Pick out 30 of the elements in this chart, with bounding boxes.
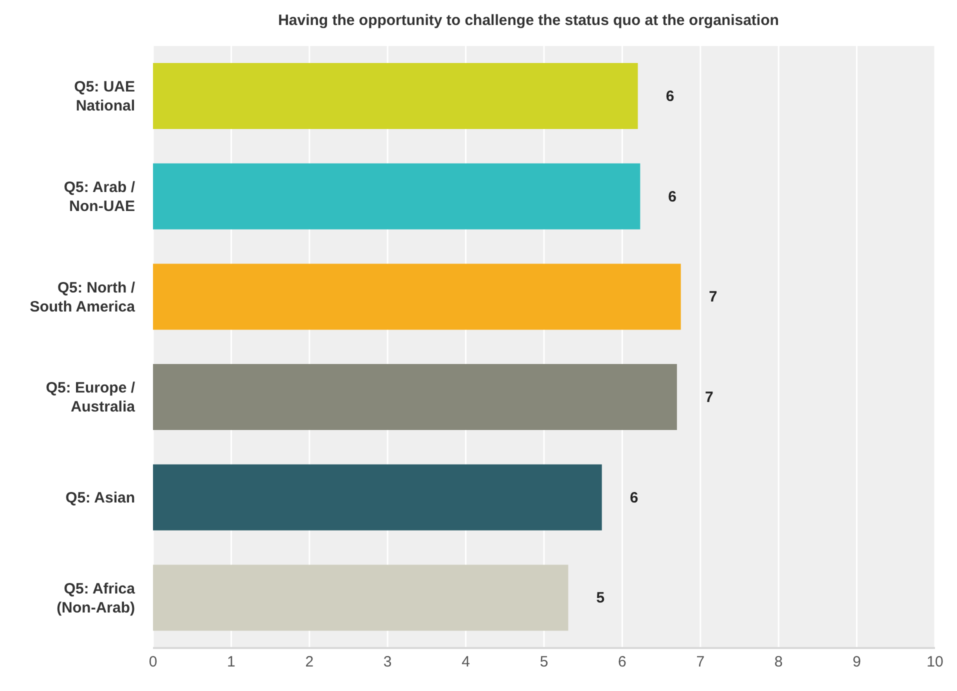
x-tick-label: 7: [696, 654, 705, 671]
bar: [153, 264, 681, 330]
chart-title: Having the opportunity to challenge the status quo at the organisation: [277, 11, 780, 31]
y-tick-label: Q5: Arab / Non-UAE: [64, 179, 136, 215]
y-tick-label: Q5: Europe / Australia: [46, 380, 136, 416]
x-tick-label: 3: [383, 654, 392, 671]
x-tick-label: 6: [618, 654, 626, 671]
bar: [153, 564, 568, 631]
y-tick-label: Q5: North / South America: [30, 279, 136, 316]
x-tick-label: 5: [540, 654, 548, 671]
bar: [153, 364, 677, 430]
data-label: 6: [668, 188, 677, 206]
x-tick-label: 8: [774, 654, 783, 671]
data-label: 5: [596, 590, 605, 607]
y-tick-label: Q5: Africa (Non-Arab): [56, 580, 136, 616]
x-tick-label: 4: [462, 654, 470, 671]
bar: [153, 464, 602, 530]
y-tick-label: Q5: UAE National: [74, 78, 135, 115]
x-tick-label: 1: [227, 654, 236, 671]
data-label: 6: [666, 88, 674, 106]
x-tick-label: 10: [926, 654, 944, 671]
y-tick-label: Q5: Asian: [66, 490, 135, 506]
bar: [153, 163, 640, 230]
data-label: 7: [704, 389, 714, 406]
x-tick-label: 2: [305, 654, 314, 671]
bar: [153, 63, 638, 130]
x-tick-label: 9: [852, 654, 861, 671]
data-label: 6: [630, 489, 638, 506]
x-tick-label: 0: [148, 654, 158, 671]
data-label: 7: [708, 288, 718, 306]
